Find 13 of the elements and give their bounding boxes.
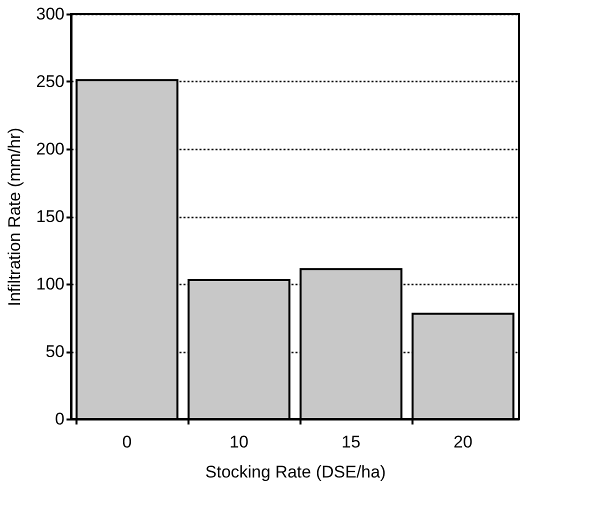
y-tick-label: 0 [55,410,64,428]
y-axis-title: Infiltration Rate (mm/hr) [5,128,24,306]
y-tick-label: 200 [36,140,64,158]
x-tick-label: 0 [122,432,132,452]
x-tick-label: 15 [342,432,360,452]
y-tick-label: 150 [36,207,64,226]
y-tick-label: 250 [36,72,64,91]
x-tick-label: 20 [454,432,472,452]
x-tick-label: 10 [230,432,248,452]
x-axis-title: Stocking Rate (DSE/ha) [205,462,386,482]
y-tick-label: 100 [36,274,64,294]
y-tick-label: 300 [36,4,64,24]
y-tick-label: 50 [46,342,64,361]
